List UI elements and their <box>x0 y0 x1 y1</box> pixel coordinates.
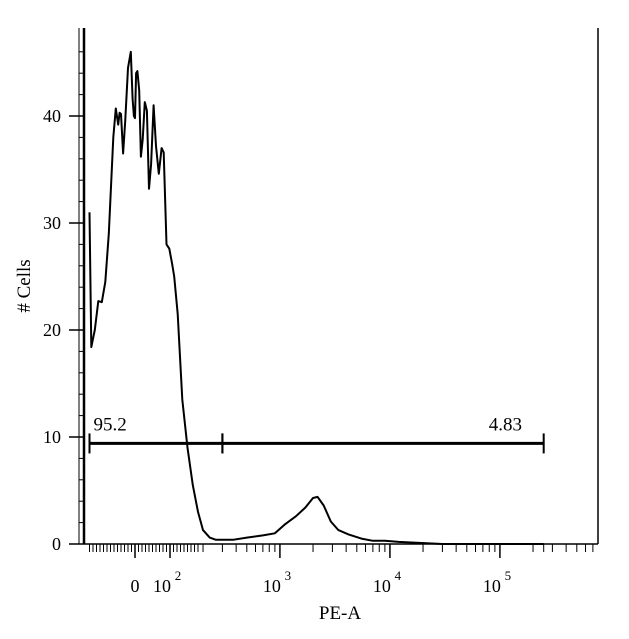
y-axis-label: # Cells <box>14 259 35 312</box>
y-tick-label: 40 <box>43 106 61 126</box>
y-tick-label: 30 <box>43 213 61 233</box>
gate-percent-label: 4.83 <box>489 414 522 435</box>
data-layer <box>88 50 544 545</box>
gate-percent-label: 95.2 <box>94 414 127 435</box>
histogram-line <box>88 50 544 545</box>
axis-layer: PE-A # Cells <box>14 28 599 624</box>
x-tick-label: 10 <box>373 576 391 596</box>
y-tick-label: 20 <box>43 320 61 340</box>
ticks-layer: 0 10 20 30 40 0 10 2 10 3 10 4 10 5 <box>43 51 594 596</box>
x-tick-label: 0 <box>131 576 140 596</box>
x-tick-label: 10 <box>263 576 281 596</box>
y-tick-label: 10 <box>43 427 61 447</box>
x-tick-label: 10 <box>483 576 501 596</box>
x-tick-exponent: 3 <box>285 568 292 583</box>
x-axis-label: PE-A <box>319 603 362 624</box>
y-tick-label: 0 <box>52 534 61 554</box>
x-tick-exponent: 5 <box>505 568 512 583</box>
x-tick-exponent: 2 <box>175 568 182 583</box>
x-tick-label: 10 <box>153 576 171 596</box>
x-tick-exponent: 4 <box>395 568 402 583</box>
gate-layer: 95.2 4.83 <box>88 414 545 454</box>
